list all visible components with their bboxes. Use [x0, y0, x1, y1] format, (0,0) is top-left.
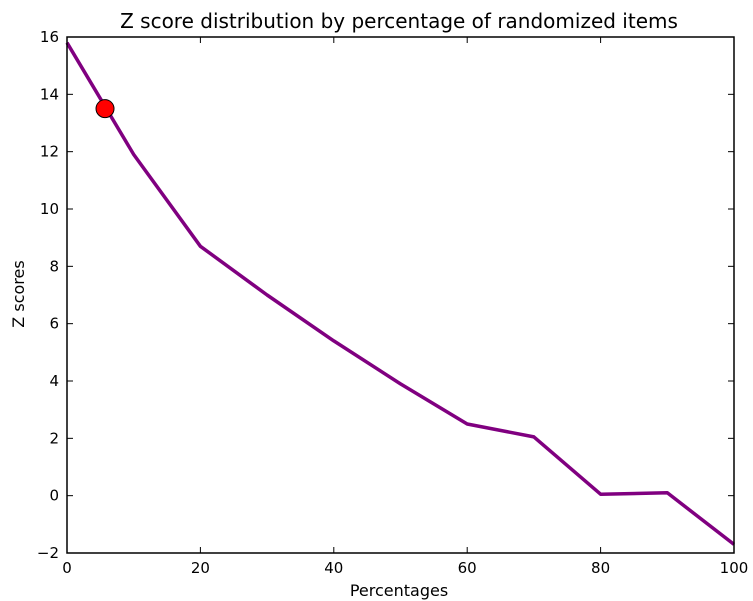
highlight-marker [95, 99, 115, 119]
x-axis-label: Percentages [350, 581, 448, 600]
y-axis-label: Z scores [9, 260, 28, 327]
y-tick-label: −2 [37, 544, 59, 562]
x-tick-label: 20 [191, 559, 210, 577]
axes-frame [66, 36, 735, 554]
y-tick-label: 14 [40, 85, 59, 103]
plot-area [65, 36, 736, 554]
y-tick-label: 16 [40, 28, 59, 46]
x-tick-label: 100 [720, 559, 749, 577]
chart-title: Z score distribution by percentage of ra… [120, 9, 678, 33]
y-tick-label: 0 [49, 487, 59, 505]
y-tick-label: 2 [49, 429, 59, 447]
y-tick-label: 10 [40, 200, 59, 218]
x-tick-label: 80 [591, 559, 610, 577]
y-tick-label: 8 [49, 257, 59, 275]
x-tick-label: 40 [324, 559, 343, 577]
y-tick-label: 4 [49, 372, 59, 390]
y-tick-label: 12 [40, 143, 59, 161]
x-tick-label: 60 [458, 559, 477, 577]
x-tick-label: 0 [62, 559, 72, 577]
series-line-0 [65, 41, 736, 546]
y-tick-label: 6 [49, 315, 59, 333]
